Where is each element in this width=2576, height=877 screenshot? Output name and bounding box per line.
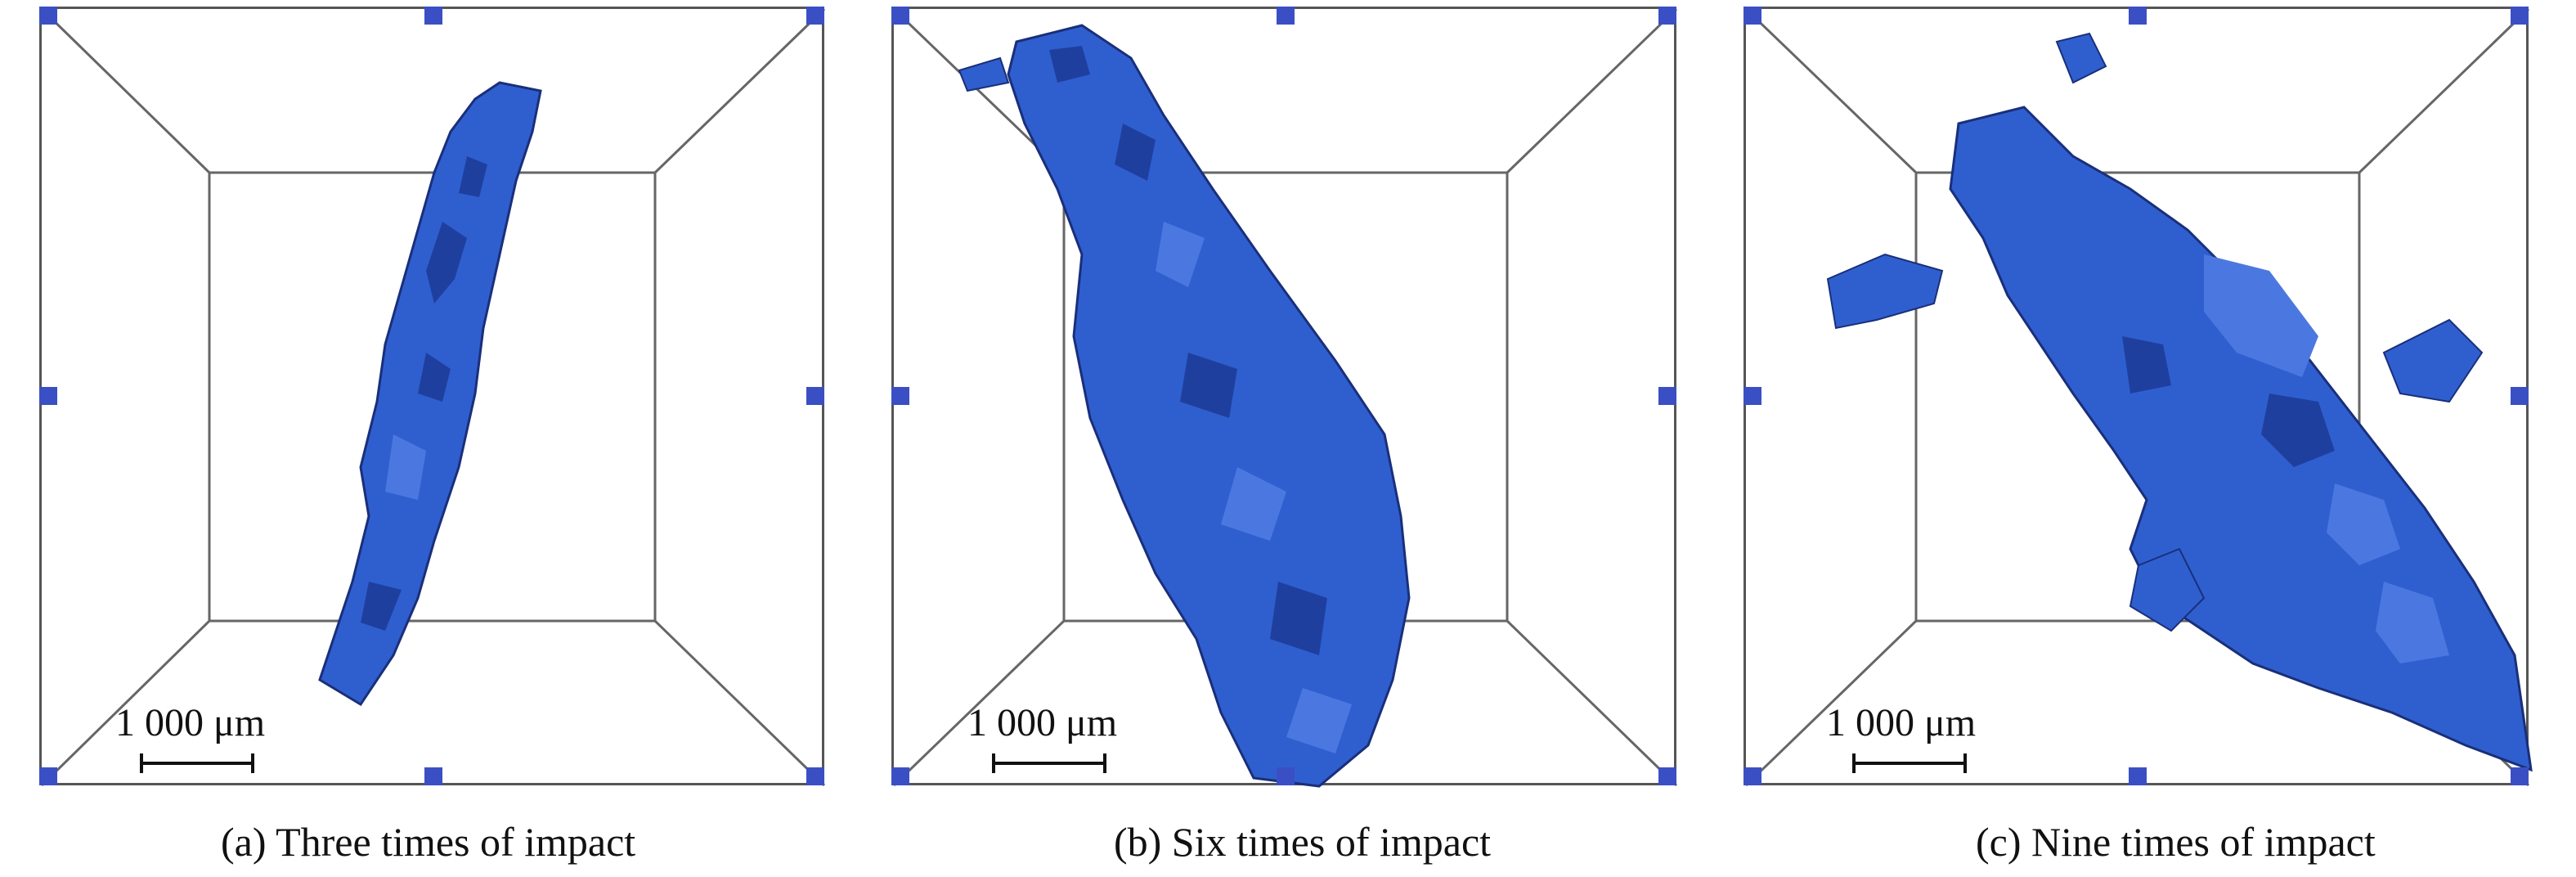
handle-bl[interactable] — [891, 767, 909, 785]
handle-br[interactable] — [2511, 767, 2529, 785]
panel-b: 1 000 μm (b) Six times of impact — [859, 0, 1717, 877]
scale-label: 1 000 μm — [115, 701, 266, 744]
handle-tl[interactable] — [891, 7, 909, 25]
scale-label: 1 000 μm — [967, 701, 1118, 744]
wireframe-box-b — [892, 7, 1678, 788]
handle-tr[interactable] — [1658, 7, 1676, 25]
handle-bl[interactable] — [39, 767, 57, 785]
handle-bm[interactable] — [1277, 767, 1295, 785]
panel-c: 1 000 μm (c) Nine times of impact — [1717, 0, 2576, 877]
crack-volume-a — [318, 81, 542, 707]
handle-bm[interactable] — [2129, 767, 2147, 785]
handle-mr[interactable] — [1658, 387, 1676, 405]
viewer-c: 1 000 μm — [1744, 7, 2533, 787]
handle-tm[interactable] — [1277, 7, 1295, 25]
handle-tr[interactable] — [806, 7, 824, 25]
viewer-a: 1 000 μm — [39, 7, 826, 787]
handle-tr[interactable] — [2511, 7, 2529, 25]
caption-b: (b) Six times of impact — [1114, 819, 1492, 865]
handle-tl[interactable] — [39, 7, 57, 25]
wireframe-box-c — [1744, 7, 2533, 787]
handle-br[interactable] — [1658, 767, 1676, 785]
crack-volume-b — [958, 24, 1411, 788]
handle-tm[interactable] — [2129, 7, 2147, 25]
handle-ml[interactable] — [39, 387, 57, 405]
wireframe-box-a — [40, 7, 826, 787]
crack-volume-c — [1826, 32, 2533, 772]
handle-mr[interactable] — [806, 387, 824, 405]
scale-label: 1 000 μm — [1826, 701, 1977, 744]
caption-a: (a) Three times of impact — [221, 819, 636, 865]
handle-ml[interactable] — [1744, 387, 1761, 405]
handle-ml[interactable] — [891, 387, 909, 405]
panel-a: 1 000 μm (a) Three times of impact — [0, 0, 859, 877]
handle-tl[interactable] — [1744, 7, 1761, 25]
scale-bar — [140, 753, 254, 773]
caption-c: (c) Nine times of impact — [1976, 819, 2376, 865]
handle-bl[interactable] — [1744, 767, 1761, 785]
viewer-b: 1 000 μm — [891, 7, 1678, 788]
handle-br[interactable] — [806, 767, 824, 785]
scale-bar — [992, 753, 1106, 773]
scale-bar — [1852, 753, 1967, 773]
handle-mr[interactable] — [2511, 387, 2529, 405]
handle-tm[interactable] — [424, 7, 442, 25]
handle-bm[interactable] — [424, 767, 442, 785]
